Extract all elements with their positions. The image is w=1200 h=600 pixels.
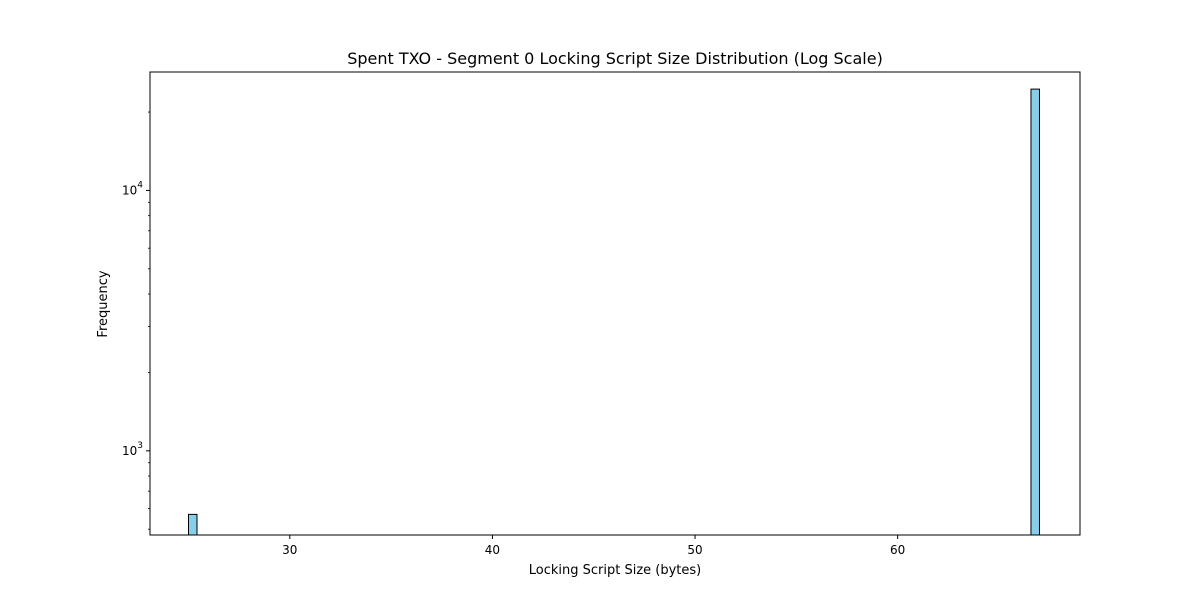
histogram-bar-0 [188,513,198,536]
x-axis-ticks: 30 40 50 60 [282,535,905,557]
y-tick-label: 103 [122,441,143,458]
x-tick-label: 60 [890,543,905,557]
bars-layer [188,88,1040,536]
plot-frame [149,71,1081,536]
histogram-bar-1 [1030,88,1040,536]
y-axis-ticks: 103 104 [122,111,150,530]
chart-title: Spent TXO - Segment 0 Locking Script Siz… [347,49,883,68]
x-tick-label: 30 [282,543,297,557]
x-tick-label: 40 [485,543,500,557]
x-tick-label: 50 [687,543,702,557]
y-tick-label: 104 [122,180,143,197]
y-axis-label: Frequency [96,270,111,337]
x-axis-label: Locking Script Size (bytes) [529,563,702,578]
